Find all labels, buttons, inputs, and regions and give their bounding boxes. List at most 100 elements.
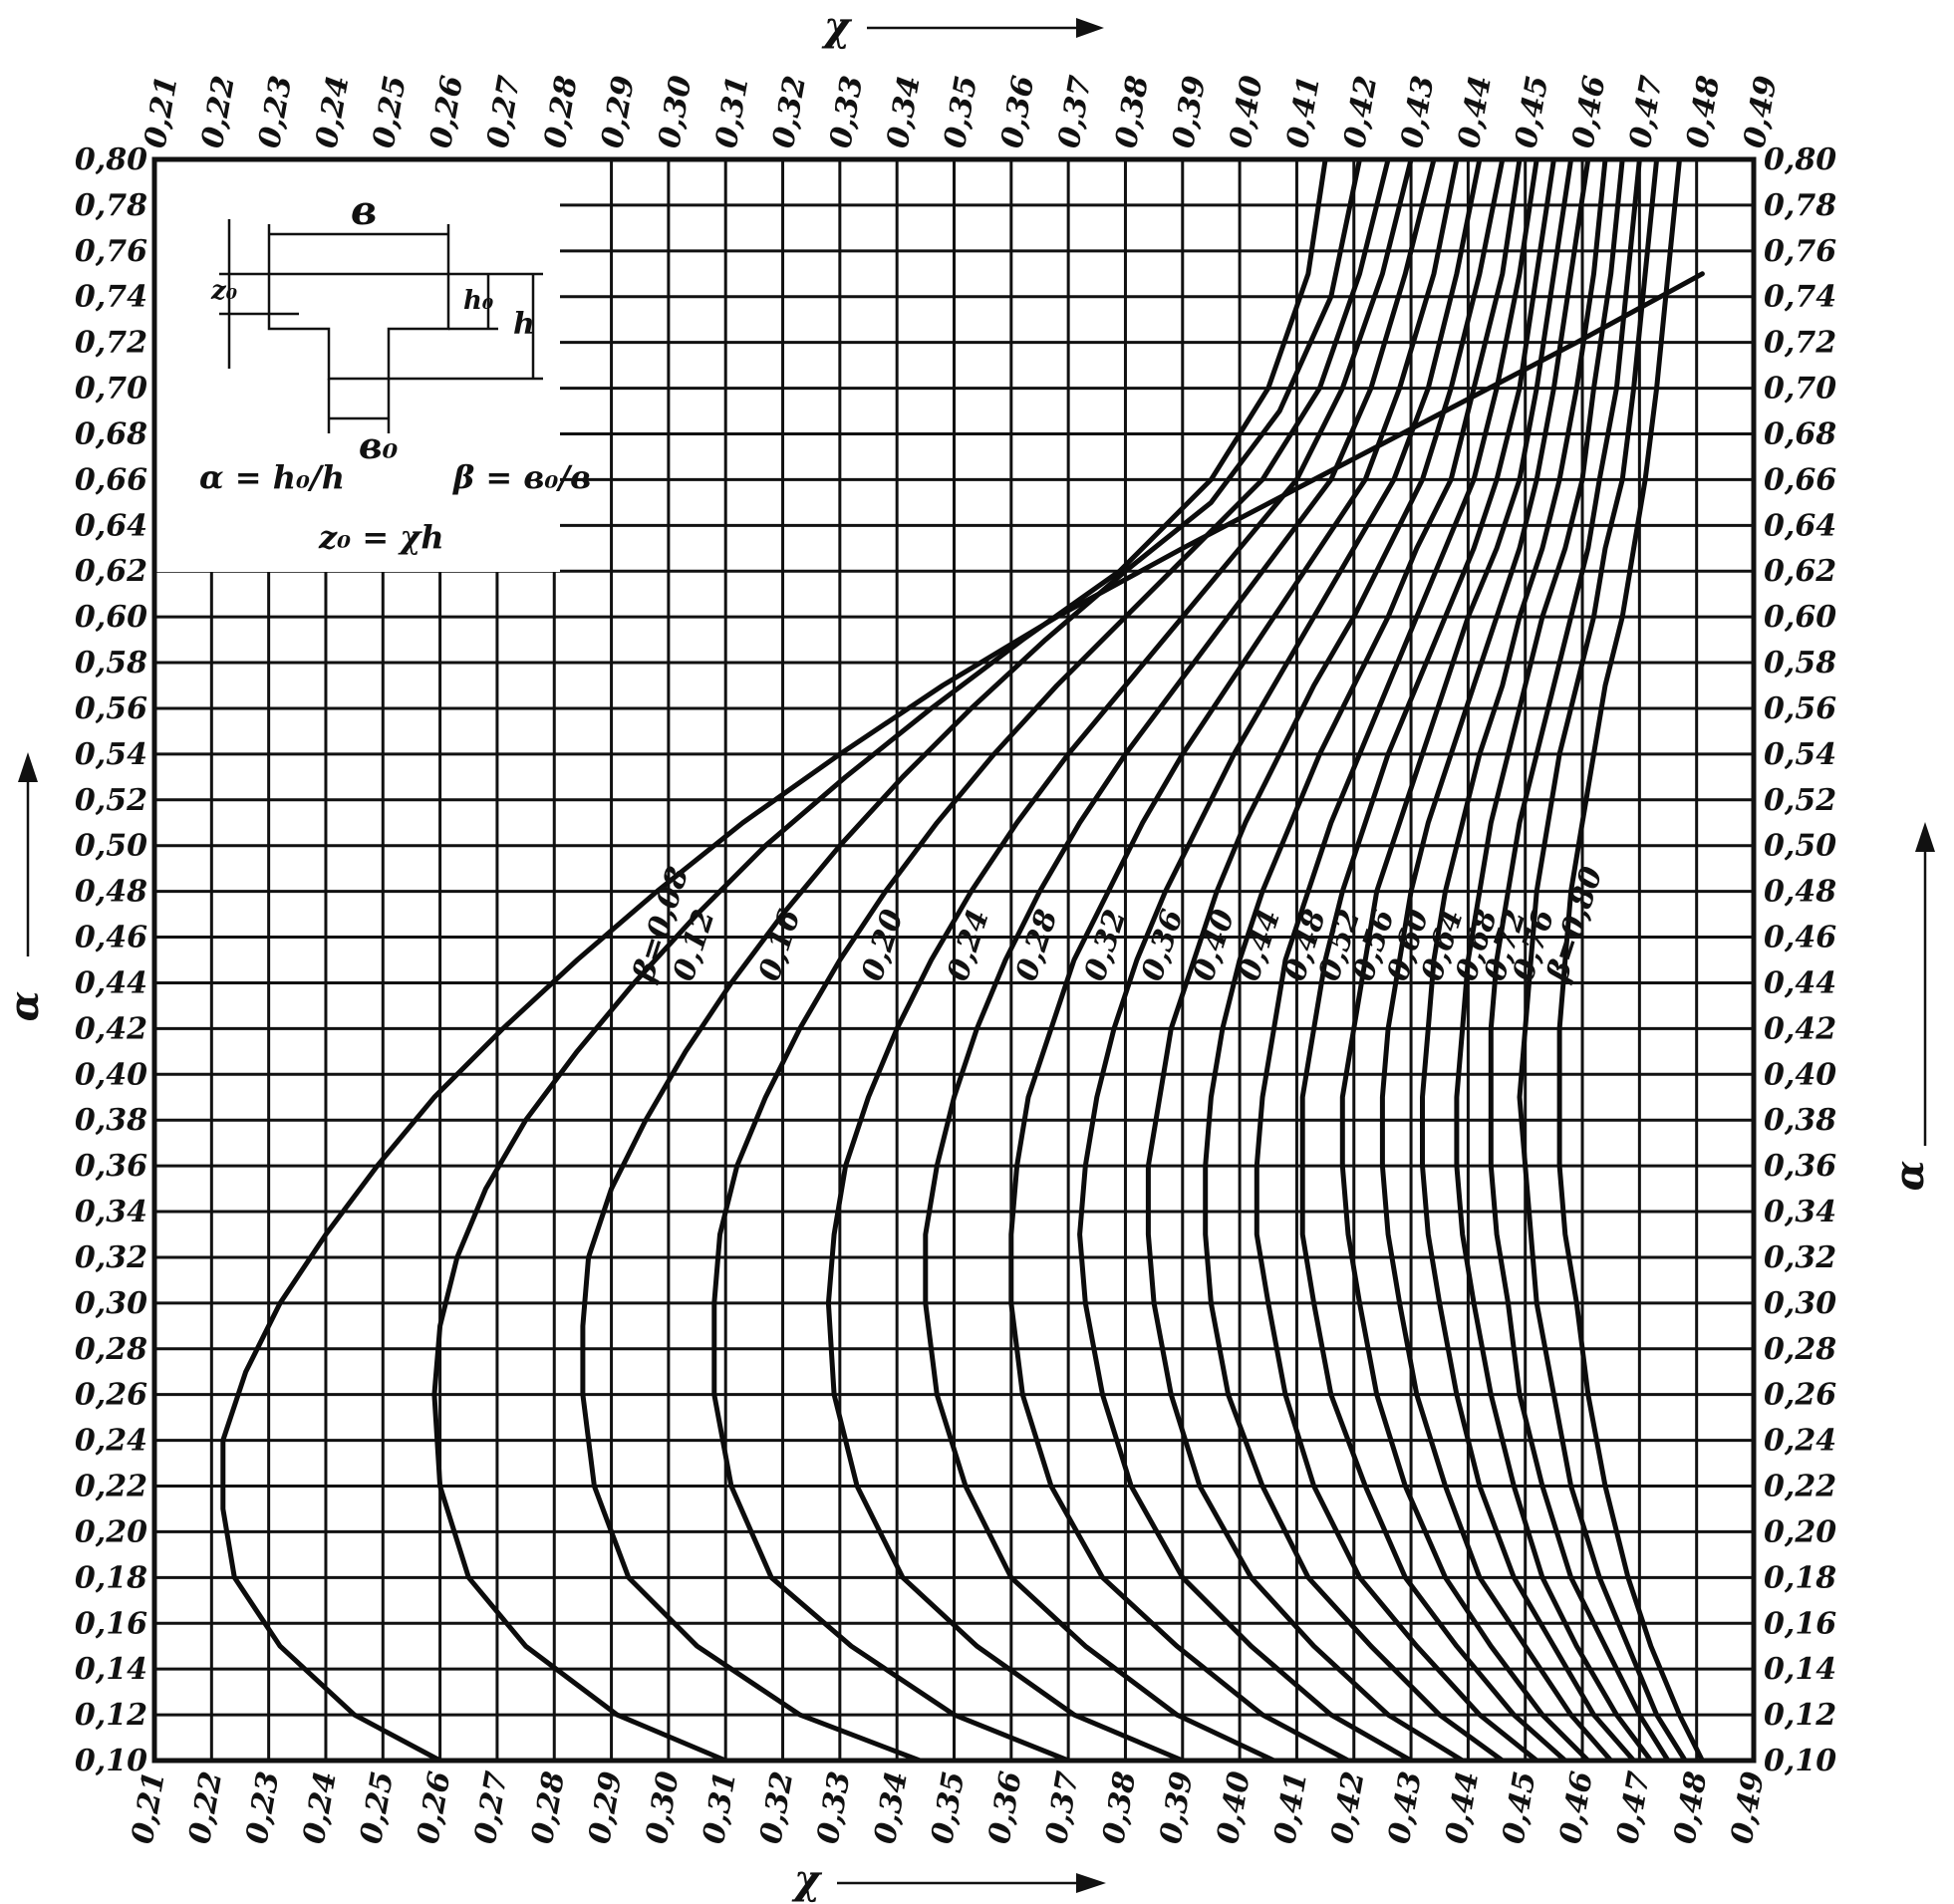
x-tick-label-bottom: 0,27 — [468, 1768, 515, 1846]
y-axis-title-right: α — [1886, 1161, 1933, 1192]
y-tick-label-left: 0,40 — [75, 1057, 147, 1092]
x-tick-label-bottom: 0,30 — [640, 1768, 687, 1846]
x-tick-label-bottom: 0,25 — [354, 1768, 401, 1846]
inset-h0-label: h₀ — [463, 286, 494, 316]
inset-h-label: h — [513, 307, 535, 342]
inset-b0-label: в₀ — [359, 425, 399, 467]
beta-curve-label: 0,20 — [855, 906, 911, 985]
x-tick-label-top: 0,30 — [652, 73, 698, 150]
x-tick-label-top: 0,49 — [1737, 73, 1784, 150]
y-tick-label-right: 0,26 — [1764, 1378, 1836, 1413]
inset-z0-label: z₀ — [210, 276, 238, 306]
y-axis-arrowhead-left — [18, 752, 38, 782]
y-tick-label-left: 0,80 — [75, 142, 147, 177]
y-tick-label-left: 0,60 — [75, 600, 147, 635]
x-tick-label-bottom: 0,31 — [697, 1768, 743, 1846]
y-tick-label-right: 0,14 — [1764, 1652, 1836, 1687]
beta-curve — [220, 271, 1705, 1764]
x-tick-label-top: 0,28 — [538, 73, 585, 150]
beta-curve — [1517, 156, 1688, 1764]
y-tick-label-left: 0,76 — [75, 234, 147, 269]
y-tick-label-left: 0,30 — [75, 1286, 147, 1321]
x-tick-label-top: 0,31 — [709, 73, 756, 150]
y-tick-label-right: 0,40 — [1764, 1057, 1836, 1092]
x-tick-label-bottom: 0,46 — [1553, 1768, 1600, 1846]
x-tick-label-bottom: 0,33 — [811, 1768, 858, 1846]
beta-curves — [220, 156, 1705, 1764]
inset-alpha-def: α = h₀/h — [199, 458, 345, 496]
x-tick-label-top: 0,40 — [1224, 73, 1270, 150]
x-tick-label-top: 0,46 — [1565, 73, 1612, 150]
x-tick-label-top: 0,35 — [938, 73, 984, 150]
x-tick-label-bottom: 0,32 — [753, 1768, 800, 1846]
y-tick-label-right: 0,52 — [1764, 783, 1836, 818]
y-tick-label-right: 0,70 — [1764, 372, 1836, 407]
beta-curve-label: 0,28 — [1009, 906, 1065, 985]
y-tick-label-right: 0,24 — [1764, 1424, 1836, 1459]
x-tick-label-bottom: 0,44 — [1439, 1768, 1486, 1846]
x-tick-label-top: 0,39 — [1166, 73, 1213, 150]
y-tick-label-left: 0,46 — [75, 921, 147, 955]
y-tick-label-left: 0,20 — [75, 1514, 147, 1549]
y-tick-label-left: 0,56 — [75, 691, 147, 726]
inset-b-label: в — [351, 187, 377, 234]
y-tick-label-right: 0,68 — [1764, 416, 1836, 451]
y-tick-label-right: 0,20 — [1764, 1514, 1836, 1549]
beta-curve — [923, 156, 1437, 1764]
x-tick-label-top: 0,36 — [994, 73, 1041, 150]
beta-curve — [1556, 156, 1705, 1764]
x-tick-label-top: 0,33 — [823, 73, 870, 150]
x-tick-label-top: 0,29 — [595, 73, 642, 150]
beta-curve — [1420, 156, 1637, 1764]
x-tick-label-top: 0,41 — [1280, 73, 1327, 150]
y-tick-label-left: 0,24 — [75, 1424, 147, 1459]
t-section-inset: в в₀ z₀ h₀ h α = h₀/h β = в₀/вz₀ = χh — [156, 161, 591, 572]
inset-z0-def: z₀ = χh — [318, 518, 444, 556]
y-tick-label-right: 0,18 — [1764, 1560, 1836, 1595]
x-tick-label-bottom: 0,35 — [925, 1768, 972, 1846]
y-tick-label-right: 0,78 — [1764, 188, 1836, 223]
x-tick-label-top: 0,22 — [195, 73, 242, 150]
x-tick-label-top: 0,37 — [1052, 73, 1099, 150]
y-tick-label-right: 0,12 — [1764, 1698, 1836, 1733]
y-tick-label-left: 0,22 — [75, 1470, 147, 1504]
y-tick-label-right: 0,76 — [1764, 234, 1836, 269]
y-tick-label-left: 0,28 — [75, 1332, 147, 1367]
x-tick-label-bottom: 0,39 — [1154, 1768, 1201, 1846]
beta-curve — [1299, 156, 1568, 1764]
x-tick-label-bottom: 0,40 — [1211, 1768, 1257, 1846]
plot-frame — [151, 156, 1757, 1764]
y-tick-label-right: 0,46 — [1764, 921, 1836, 955]
beta-curve — [1339, 156, 1591, 1764]
x-tick-label-top: 0,26 — [423, 73, 470, 150]
x-tick-label-bottom: 0,47 — [1610, 1768, 1657, 1846]
x-tick-label-bottom: 0,38 — [1096, 1768, 1143, 1846]
y-tick-label-left: 0,62 — [75, 554, 147, 589]
x-axis-title-bottom: χ — [791, 1856, 823, 1903]
y-tick-label-left: 0,16 — [75, 1606, 147, 1641]
x-tick-label-top: 0,47 — [1623, 73, 1670, 150]
beta-curve — [1145, 156, 1506, 1764]
beta-curve-labels: β=0,080,12 0,16 0,20 0,24 0,28 0,32 0,360,400,… — [626, 863, 1609, 986]
x-tick-label-top: 0,27 — [480, 73, 527, 150]
y-tick-label-left: 0,10 — [75, 1744, 147, 1778]
x-tick-label-bottom: 0,22 — [182, 1768, 229, 1846]
y-tick-label-left: 0,42 — [75, 1011, 147, 1046]
x-axis-arrowhead-top — [1076, 18, 1104, 38]
x-tick-label-bottom: 0,45 — [1496, 1768, 1542, 1846]
y-tick-label-right: 0,80 — [1764, 142, 1836, 177]
x-tick-label-top: 0,34 — [881, 73, 928, 150]
x-axis-arrowhead-bottom — [1076, 1873, 1106, 1893]
y-tick-label-right: 0,34 — [1764, 1195, 1836, 1229]
y-tick-label-left: 0,66 — [75, 462, 147, 497]
y-tick-label-left: 0,78 — [75, 188, 147, 223]
y-tick-label-left: 0,34 — [75, 1195, 147, 1229]
x-tick-label-bottom: 0,23 — [239, 1768, 286, 1846]
x-tick-label-top: 0,24 — [309, 73, 356, 150]
y-tick-label-right: 0,38 — [1764, 1103, 1836, 1138]
beta-curve — [1203, 156, 1523, 1764]
x-tick-label-top: 0,25 — [367, 73, 414, 150]
x-tick-label-bottom: 0,49 — [1725, 1768, 1772, 1846]
x-tick-label-top: 0,23 — [252, 73, 299, 150]
